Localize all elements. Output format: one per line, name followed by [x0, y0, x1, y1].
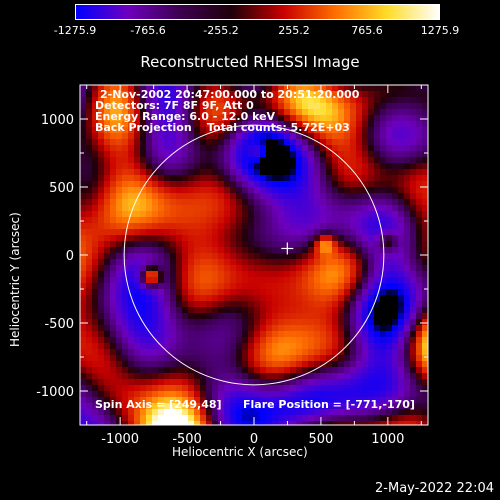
y-tick-label: -1000: [36, 385, 74, 400]
timestamp: 2-May-2022 22:04: [375, 481, 494, 496]
colorbar-tick-label: -765.6: [130, 24, 166, 37]
info-method-counts: Back Projection Total counts: 5.72E+03: [95, 121, 350, 134]
solar-limb-circle: [123, 124, 385, 386]
x-tick-label: 500: [309, 432, 334, 447]
colorbar-tick-label: 255.2: [278, 24, 310, 37]
colorbar-tick-label: -1275.9: [53, 24, 97, 37]
info-detectors: Detectors: 7F 8F 9F, Att 0: [95, 99, 254, 112]
heatmap-image: [80, 85, 428, 425]
spin-axis-marker: [281, 242, 294, 255]
y-tick-label: -500: [44, 317, 74, 332]
x-tick-label: -1000: [101, 432, 139, 447]
info-energy-range: Energy Range: 6.0 - 12.0 keV: [95, 110, 276, 123]
y-tick-label: 1000: [41, 113, 74, 128]
info-time-range: 2-Nov-2002 20:47:00.000 to 20:51:20.000: [100, 88, 360, 101]
y-tick-label: 500: [49, 181, 74, 196]
axes: -1000 -500 0 500 1000 -1000 -500 0 500 1000: [36, 84, 428, 447]
x-tick-label: 1000: [371, 432, 404, 447]
flare-position-label: Flare Position = [-771,-170]: [243, 398, 415, 411]
colorbar: [75, 4, 440, 20]
x-axis-label: Heliocentric X (arcsec): [172, 445, 308, 459]
chart-title: Reconstructed RHESSI Image: [140, 53, 360, 71]
y-axis-label: Heliocentric Y (arcsec): [8, 212, 22, 347]
spin-axis-label: Spin Axis = [249,48]: [95, 398, 222, 411]
y-tick-label: 0: [66, 249, 74, 264]
colorbar-tick-label: 765.6: [351, 24, 383, 37]
x-tick-label: -500: [172, 432, 202, 447]
colorbar-tick-label: 1275.9: [420, 24, 460, 37]
x-tick-label: 0: [250, 432, 258, 447]
colorbar-tick-label: -255.2: [203, 24, 239, 37]
